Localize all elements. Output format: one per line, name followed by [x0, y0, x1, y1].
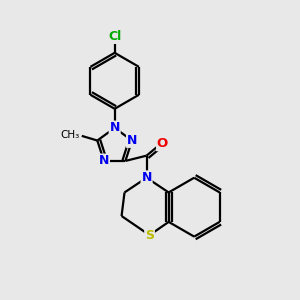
Text: N: N — [127, 134, 137, 147]
Text: N: N — [99, 154, 109, 167]
Text: S: S — [145, 229, 154, 242]
Text: N: N — [110, 122, 120, 134]
Text: O: O — [157, 137, 168, 150]
Text: CH₃: CH₃ — [60, 130, 80, 140]
Text: Cl: Cl — [108, 30, 121, 43]
Text: N: N — [141, 171, 152, 184]
